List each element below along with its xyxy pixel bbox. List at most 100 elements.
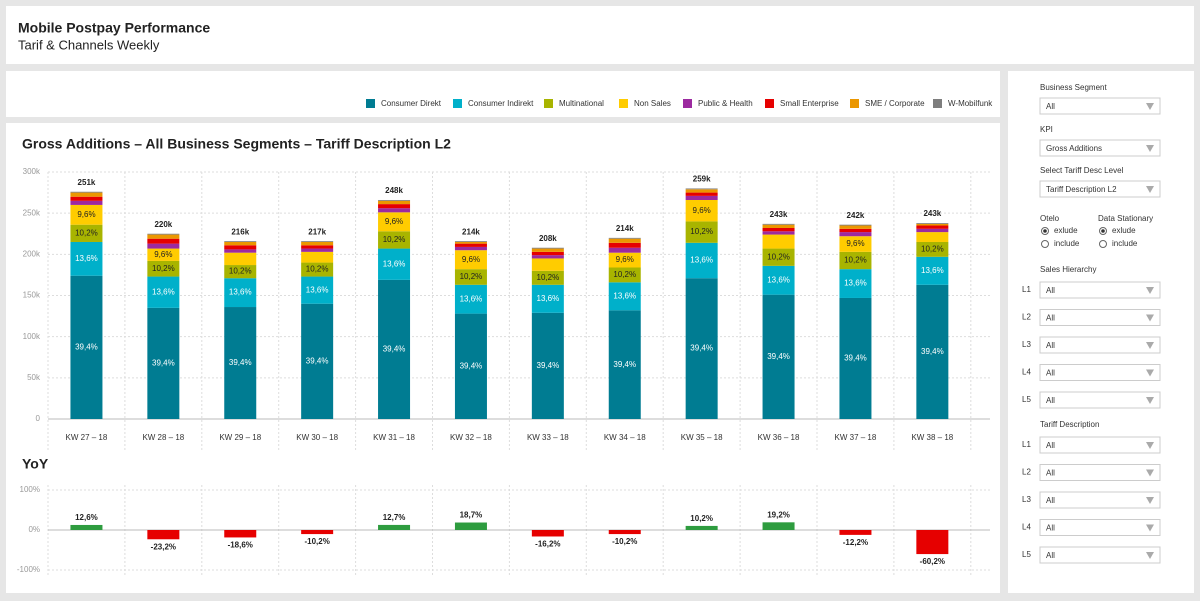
filter-label: Select Tariff Desc Level (1040, 166, 1124, 175)
level-label: L1 (1022, 285, 1031, 294)
bar-segment (378, 212, 411, 232)
bar-segment (685, 195, 718, 200)
bar-segment (531, 255, 564, 259)
legend-swatch (850, 99, 859, 108)
dropdown[interactable] (1039, 180, 1161, 198)
segment-label: 39,4% (537, 361, 560, 370)
segment-label: 39,4% (460, 361, 483, 370)
x-tick-label: KW 37 – 18 (835, 433, 877, 442)
segment-label: 10,2% (75, 228, 98, 237)
bar-segment (147, 238, 180, 244)
bar-segment (608, 282, 641, 311)
bar-segment (916, 228, 949, 233)
legend-label: Consumer Indirekt (468, 99, 534, 108)
dropdown[interactable] (1039, 464, 1161, 481)
segment-label: 9,6% (846, 239, 864, 248)
bar (608, 530, 641, 535)
dropdown[interactable] (1039, 364, 1161, 381)
bar-segment (531, 258, 564, 271)
dropdown-arrow (1146, 186, 1154, 193)
dropdown-arrow (1146, 497, 1154, 504)
segment-label: 39,4% (75, 342, 98, 351)
dropdown[interactable] (1039, 309, 1161, 326)
segment-label: 10,2% (767, 252, 790, 261)
bar-segment (454, 246, 487, 251)
bar-segment (147, 233, 180, 235)
dropdown[interactable] (1039, 519, 1161, 536)
bar-segment (685, 199, 718, 222)
segment-label: 9,6% (154, 250, 172, 259)
bar-segment (839, 225, 872, 229)
dropdown[interactable] (1039, 546, 1161, 564)
legend-label: Consumer Direkt (381, 99, 442, 108)
bar-segment (70, 196, 103, 201)
bar-segment (454, 269, 487, 285)
level-label: L3 (1022, 340, 1031, 349)
value-label: -12,2% (843, 538, 868, 547)
segment-label: 13,6% (460, 294, 483, 303)
level-label: L4 (1022, 523, 1031, 532)
bar-segment (301, 245, 334, 249)
x-tick-label: KW 34 – 18 (604, 433, 646, 442)
legend-swatch (453, 99, 462, 108)
bar-segment (916, 223, 949, 226)
group-title: Tariff Description (1040, 420, 1099, 429)
bar (454, 522, 487, 530)
bar-segment (839, 269, 872, 298)
dropdown[interactable] (1039, 336, 1161, 354)
dropdown[interactable] (1039, 391, 1161, 409)
filter-label: KPI (1040, 125, 1053, 134)
bar-segment (224, 245, 257, 250)
dropdown-arrow (1146, 442, 1154, 449)
y-tick-label: 300k (23, 167, 41, 176)
bar-segment (224, 278, 257, 308)
bar-segment (531, 248, 564, 252)
bar-segment (301, 241, 334, 246)
dropdown-value: All (1046, 524, 1055, 533)
dropdown[interactable] (1039, 139, 1161, 157)
bar-segment (70, 192, 103, 197)
bar-segment (301, 241, 334, 242)
bar-segment (70, 191, 103, 193)
y-tick-label: 200k (23, 249, 41, 258)
total-label: 220k (154, 220, 172, 229)
bar-segment (916, 284, 949, 419)
dropdown[interactable] (1039, 491, 1161, 509)
dropdown-value: Gross Additions (1046, 144, 1102, 153)
radio-button[interactable] (1041, 240, 1049, 248)
legend-swatch (683, 99, 692, 108)
dropdown[interactable] (1039, 281, 1161, 299)
segment-label: 10,2% (306, 265, 329, 274)
dropdown[interactable] (1039, 97, 1161, 115)
dropdown-arrow (1146, 145, 1154, 152)
radio-dot (1101, 229, 1105, 233)
bar-segment (839, 297, 872, 419)
bar (301, 530, 334, 535)
segment-label: 10,2% (921, 245, 944, 254)
y-tick-label: 150k (23, 291, 41, 300)
segment-label: 13,6% (690, 256, 713, 265)
dropdown-value: All (1046, 341, 1055, 350)
radio-dot (1043, 229, 1047, 233)
segment-label: 9,6% (77, 210, 95, 219)
dropdown-arrow (1146, 524, 1154, 532)
total-label: 214k (616, 224, 634, 233)
dropdown[interactable] (1039, 436, 1161, 454)
bar-segment (70, 204, 103, 225)
header-title: Mobile Postpay Performance (18, 20, 210, 36)
radio-button[interactable] (1099, 240, 1107, 248)
segment-label: 10,2% (229, 267, 252, 276)
bar-segment (916, 241, 949, 257)
total-label: 217k (308, 227, 326, 236)
segment-label: 39,4% (690, 344, 713, 353)
bar (224, 530, 257, 538)
total-label: 251k (78, 178, 96, 187)
total-label: 243k (770, 210, 788, 219)
bar-segment (301, 303, 334, 419)
y-tick-label: 250k (23, 208, 41, 217)
legend-swatch (933, 99, 942, 108)
bar (839, 530, 872, 535)
y-tick-label: 100% (20, 485, 40, 494)
bar-segment (70, 224, 103, 242)
